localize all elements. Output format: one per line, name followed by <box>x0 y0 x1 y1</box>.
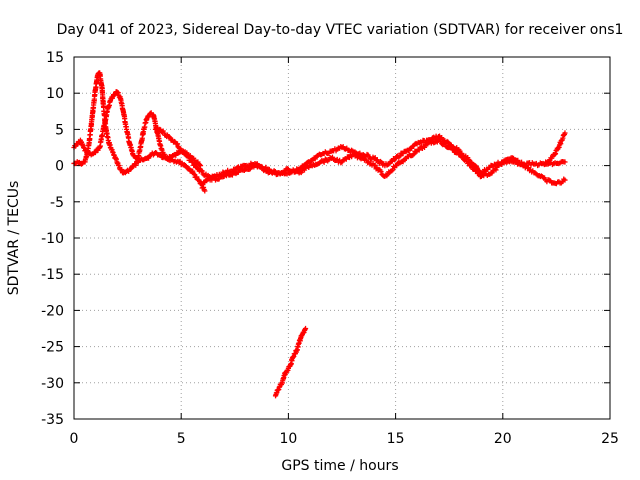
x-tick-label: 5 <box>177 431 186 447</box>
y-tick-label: 10 <box>46 86 64 102</box>
data-point <box>194 174 200 180</box>
data-point <box>466 160 472 166</box>
data-point <box>202 188 208 194</box>
y-tick-label: 15 <box>46 50 64 66</box>
data-point <box>166 134 172 140</box>
data-point <box>372 162 378 168</box>
y-tick-label: -30 <box>41 376 64 392</box>
plot-frame <box>73 56 611 420</box>
x-tick-label: 10 <box>279 431 297 447</box>
data-point <box>442 140 448 146</box>
data-point <box>476 170 483 176</box>
data-point <box>499 161 505 167</box>
data-point <box>119 166 125 173</box>
axis-ticks: 0 5 10 15 20 25 15 10 5 0 -5 -10 -15 -20 -25 -30 -35 <box>41 50 619 447</box>
y-tick-label: -10 <box>41 231 64 247</box>
data-point <box>421 144 428 150</box>
data-point <box>450 147 457 153</box>
data-point <box>410 152 416 158</box>
data-point <box>177 158 183 164</box>
data-point <box>302 325 309 332</box>
x-tick-label: 15 <box>387 431 405 447</box>
data-point <box>493 167 499 173</box>
y-tick-label: -5 <box>50 195 64 211</box>
data-point <box>469 163 475 169</box>
data-point <box>377 158 384 165</box>
data-point <box>389 168 395 174</box>
y-axis-label: SDTVAR / TECUs <box>6 181 22 296</box>
y-tick-label: -15 <box>41 267 64 283</box>
data-point <box>460 153 466 160</box>
y-tick-label: 5 <box>55 122 64 138</box>
x-tick-label: 25 <box>601 431 619 447</box>
data-point <box>562 130 568 136</box>
chart-title: Day 041 of 2023, Sidereal Day-to-day VTE… <box>57 22 624 38</box>
data-points <box>71 70 568 399</box>
data-point <box>390 167 396 173</box>
data-point <box>246 163 253 170</box>
x-tick-label: 20 <box>494 431 512 447</box>
data-point <box>78 161 85 167</box>
data-point <box>562 159 568 165</box>
data-point <box>128 166 134 172</box>
data-point <box>192 161 198 167</box>
data-point <box>378 168 384 175</box>
data-point <box>111 92 118 98</box>
y-tick-label: -20 <box>41 303 64 319</box>
y-tick-label: -25 <box>41 340 64 356</box>
data-point <box>185 153 191 159</box>
data-point <box>185 165 191 171</box>
data-point <box>397 153 403 159</box>
data-point <box>515 157 521 163</box>
data-point <box>197 162 203 168</box>
data-point <box>199 168 205 174</box>
data-point <box>176 159 182 165</box>
data-point <box>133 162 139 168</box>
y-tick-label: 0 <box>55 159 64 175</box>
x-tick-label: 0 <box>70 431 79 447</box>
y-tick-label: -35 <box>41 412 64 428</box>
data-point <box>562 177 568 183</box>
x-axis-label: GPS time / hours <box>281 458 398 474</box>
grid <box>74 57 610 419</box>
